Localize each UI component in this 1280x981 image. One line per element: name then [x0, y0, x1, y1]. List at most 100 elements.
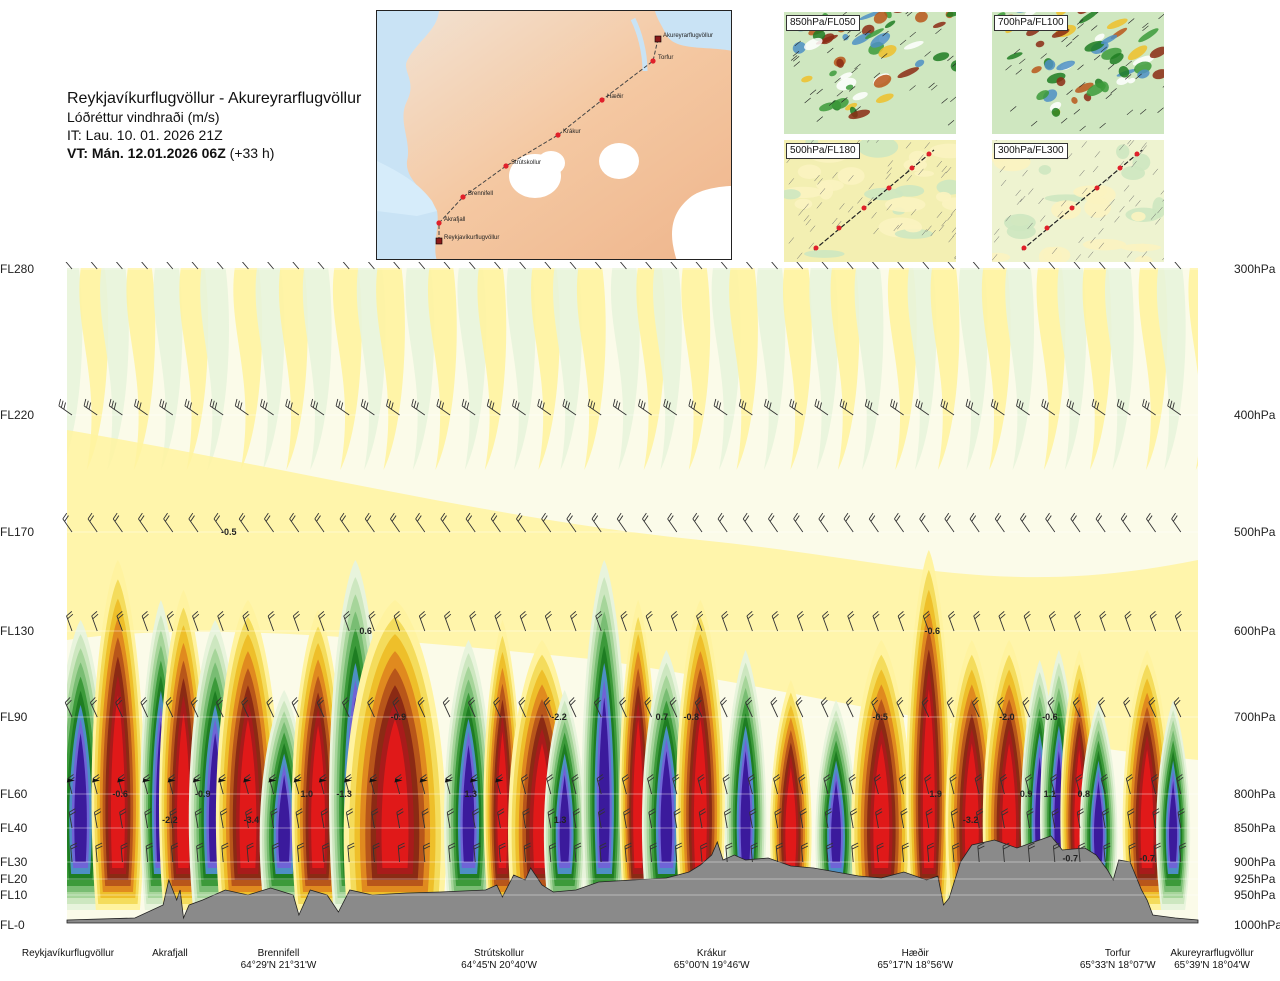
mini-barb	[905, 142, 912, 149]
wind-barb	[1025, 774, 1033, 795]
wind-barb	[317, 262, 325, 270]
wind-barb	[1091, 398, 1106, 416]
mini-map-700-svg	[992, 12, 1164, 134]
mini-barb	[873, 227, 879, 235]
mini-field-blob	[857, 140, 899, 158]
wind-barb	[623, 808, 631, 829]
wind-barb	[270, 808, 278, 829]
wind-barb	[169, 808, 177, 829]
mini-barb	[793, 61, 801, 67]
mini-barb	[1141, 251, 1148, 258]
wind-barb	[673, 808, 681, 829]
mini-field-blob	[1049, 101, 1062, 112]
wind-barb	[926, 842, 935, 863]
waypoint-label: Reykjavíkurflugvöllur	[22, 948, 114, 960]
wind-barb	[367, 262, 375, 270]
route-point-marker	[599, 97, 605, 103]
wind-barb	[924, 774, 932, 795]
mini-barb	[953, 255, 956, 259]
wind-barb	[698, 808, 706, 829]
mini-field-blob	[897, 67, 920, 79]
wind-barb	[952, 842, 960, 863]
wind-barb	[397, 842, 405, 863]
wind-barb	[771, 262, 778, 270]
updraft-band	[598, 697, 610, 862]
wind-barb	[1128, 842, 1136, 863]
wind-barb	[335, 398, 350, 416]
hpa-tick-label: 1000hPa	[1234, 918, 1280, 932]
mini-field-blob	[784, 189, 801, 200]
hpa-tick-label: 700hPa	[1234, 710, 1276, 724]
wind-barb	[771, 611, 779, 632]
mini-field-blob	[1152, 197, 1164, 219]
mini-barb	[809, 89, 817, 95]
value-label: -0.8	[684, 712, 700, 722]
wind-barb	[722, 774, 730, 795]
wind-barb	[674, 842, 683, 863]
wind-barb	[990, 398, 1005, 416]
field-upper-band	[531, 268, 560, 470]
map-place-label: Akureyrarflugvöllur	[663, 33, 713, 39]
mini-barb	[851, 67, 858, 74]
mini-barb	[951, 227, 956, 233]
wind-barb	[393, 611, 401, 632]
terrain	[66, 835, 1199, 924]
mini-field-blob	[1024, 12, 1037, 17]
wind-barb	[571, 774, 579, 795]
mini-barb	[1075, 254, 1081, 261]
wind-barb	[108, 398, 123, 416]
wind-barb	[471, 808, 480, 829]
map-sea-north	[655, 11, 731, 51]
fl-tick-label: FL60	[0, 787, 28, 801]
value-label: -0.7	[1139, 854, 1155, 864]
wind-barb	[596, 774, 604, 795]
mini-barb	[847, 206, 854, 213]
wind-barb	[944, 512, 955, 533]
wind-barb	[296, 842, 305, 863]
mini-barb	[814, 174, 820, 182]
wind-barb	[894, 512, 904, 533]
mini-field-blob	[839, 72, 853, 80]
mini-barb	[828, 100, 836, 106]
wind-barb	[314, 512, 325, 533]
valid-time-bold: VT: Mán. 12.01.2026 06Z	[67, 145, 226, 161]
wind-barb	[1174, 611, 1182, 632]
wind-barb	[322, 842, 330, 863]
airport-marker	[654, 35, 662, 43]
mini-field-blob	[914, 59, 925, 68]
wind-barb	[1048, 611, 1056, 632]
mini-barb	[1076, 19, 1084, 25]
mini-field-blob	[797, 164, 822, 179]
wind-barb	[897, 611, 905, 632]
mini-field-blob	[1134, 255, 1153, 262]
wind-barb	[994, 512, 1005, 533]
wind-barb	[649, 842, 657, 863]
wind-barb	[977, 842, 985, 863]
mini-route-point	[1117, 165, 1123, 171]
wind-barb	[591, 512, 602, 533]
mini-barb	[1142, 22, 1149, 29]
wind-barb	[1074, 611, 1082, 632]
wind-barb	[667, 512, 678, 533]
value-label: -0.5	[872, 712, 888, 722]
wind-barb	[793, 512, 804, 533]
wind-barb	[544, 262, 552, 270]
field-upper-band	[376, 268, 405, 470]
value-label: -0.9	[391, 712, 407, 722]
wind-barb	[669, 697, 678, 718]
wind-barb	[87, 512, 98, 533]
field-upper-band	[179, 268, 209, 470]
mini-field-blob	[865, 28, 884, 39]
wind-barb	[875, 808, 883, 829]
mini-field-blob	[851, 32, 872, 45]
wind-barb	[745, 697, 753, 718]
wind-barb	[612, 398, 627, 416]
wind-barb	[267, 262, 274, 270]
waypoint-name: Hæðir	[901, 948, 929, 959]
wind-barb	[872, 611, 880, 632]
mini-barb	[1110, 88, 1117, 94]
waypoint-label: Akrafjall	[152, 948, 188, 960]
wind-barb	[544, 611, 552, 632]
wind-barb	[873, 774, 881, 795]
wind-barb	[824, 808, 832, 829]
